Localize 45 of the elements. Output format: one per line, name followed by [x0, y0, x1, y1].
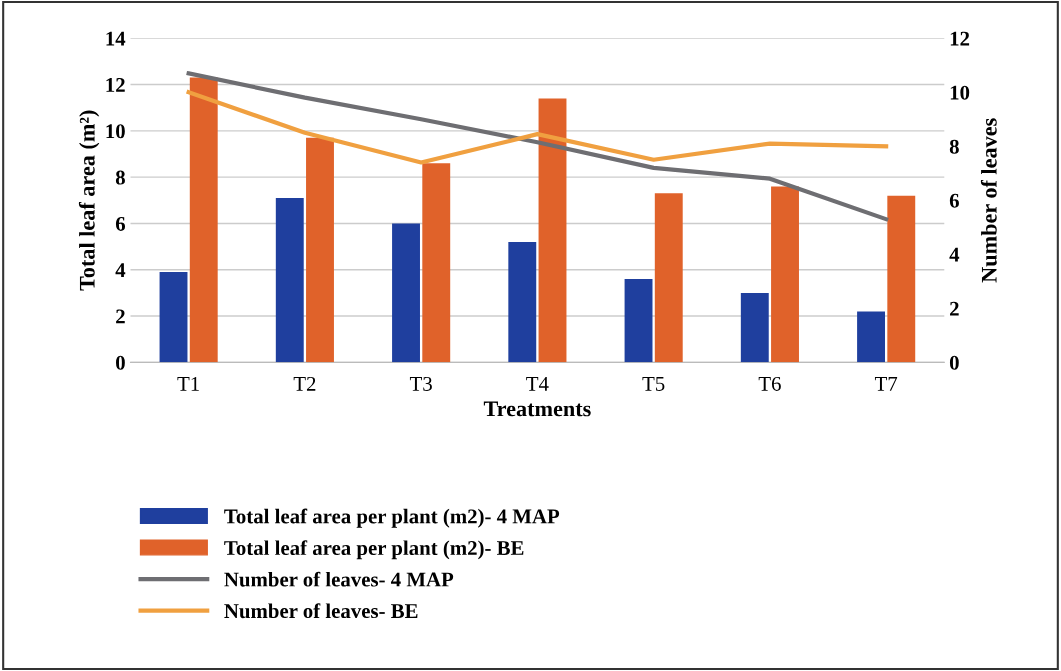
y-tick-label: 14 [106, 31, 126, 46]
bar [392, 223, 420, 363]
line-series [186, 71, 889, 222]
bar [422, 163, 451, 363]
legend-label: Total leaf area per plant (m2)- 4 MAP [224, 508, 560, 528]
x-tick-label: T7 [874, 377, 898, 391]
y2-tick-label: 10 [950, 85, 970, 100]
bar [857, 311, 885, 363]
y2-axis-title: Number of leaves [980, 118, 997, 283]
y-tick-label: 10 [106, 124, 125, 139]
x-tick-label: T6 [758, 376, 781, 391]
x-tick-label: T1 [177, 376, 199, 391]
bar [740, 292, 769, 363]
y-tick-label: 0 [116, 355, 125, 370]
bar [189, 77, 218, 363]
y2-tick-label: 0 [949, 355, 959, 370]
y-axis-title: Total leaf area (m²) [78, 110, 100, 291]
x-tick-label: T3 [409, 376, 432, 391]
bar [887, 195, 916, 363]
y-tick-label: 12 [106, 77, 125, 92]
line-series [186, 90, 889, 165]
legend-label: Number of leaves- 4 MAP [224, 571, 454, 587]
bar [624, 279, 653, 363]
bar [771, 186, 799, 363]
x-axis-title: Treatments [483, 401, 591, 417]
bar [654, 193, 683, 363]
x-tick-label: T5 [642, 377, 665, 391]
bar [508, 241, 537, 363]
y2-tick-label: 2 [950, 301, 959, 316]
y2-tick-label: 6 [949, 193, 959, 208]
y-tick-label: 2 [116, 309, 125, 324]
x-tick-label: T4 [526, 376, 549, 391]
bar [159, 272, 188, 363]
bar [306, 137, 334, 363]
bar [275, 197, 304, 363]
y2-tick-label: 8 [949, 139, 959, 154]
legend-label: Number of leaves- BE [224, 603, 418, 619]
y2-tick-label: 12 [950, 31, 970, 46]
legend-label: Total leaf area per plant (m2)- BE [224, 540, 524, 560]
bar [538, 98, 567, 363]
y-tick-label: 4 [115, 263, 126, 277]
x-tick-label: T2 [293, 376, 316, 391]
y-tick-label: 6 [115, 216, 126, 231]
y2-tick-label: 4 [949, 247, 960, 262]
y-tick-label: 8 [115, 170, 125, 185]
